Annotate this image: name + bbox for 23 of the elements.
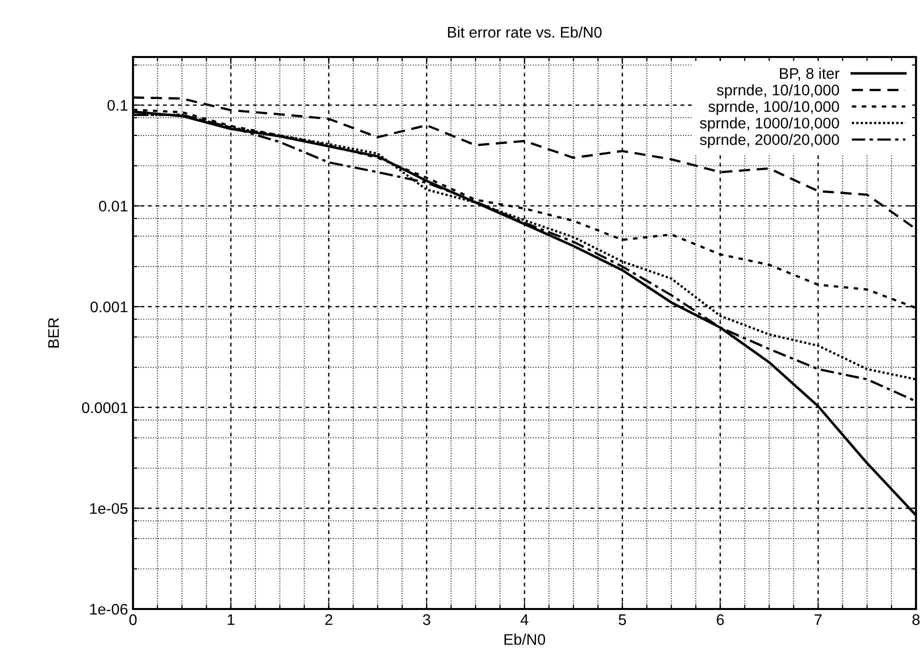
y-tick-label: 0.001 — [90, 302, 128, 312]
x-tick-label: 2 — [325, 614, 332, 625]
legend-label: sprnde, 1000/10,000 — [700, 117, 840, 132]
x-tick-label: 5 — [618, 614, 626, 626]
x-axis-title: Eb/N0 — [504, 634, 546, 645]
y-tick-label: 0.0001 — [82, 402, 128, 414]
x-tick-label: 6 — [716, 614, 724, 626]
legend-label: sprnde, 2000/20,000 — [700, 134, 840, 148]
y-tick-label: 1e-06 — [90, 604, 128, 615]
x-tick-label: 8 — [912, 614, 920, 626]
x-tick-label: 7 — [814, 614, 822, 625]
legend-label: sprnde, 10/10,000 — [716, 84, 840, 98]
legend-label: sprnde, 100/10,000 — [708, 100, 840, 116]
y-tick-label: 0.1 — [108, 100, 128, 111]
y-axis-title: BER — [48, 318, 59, 348]
y-tick-label: 0.01 — [99, 200, 128, 212]
y-tick-label: 1e-05 — [90, 503, 128, 514]
chart-title: Bit error rate vs. Eb/N0 — [448, 26, 602, 38]
legend-label: BP, 8 iter — [780, 68, 840, 81]
x-tick-label: 3 — [422, 614, 430, 626]
x-tick-label: 1 — [228, 614, 234, 625]
x-tick-label: 0 — [129, 614, 137, 626]
x-tick-label: 4 — [520, 614, 528, 625]
